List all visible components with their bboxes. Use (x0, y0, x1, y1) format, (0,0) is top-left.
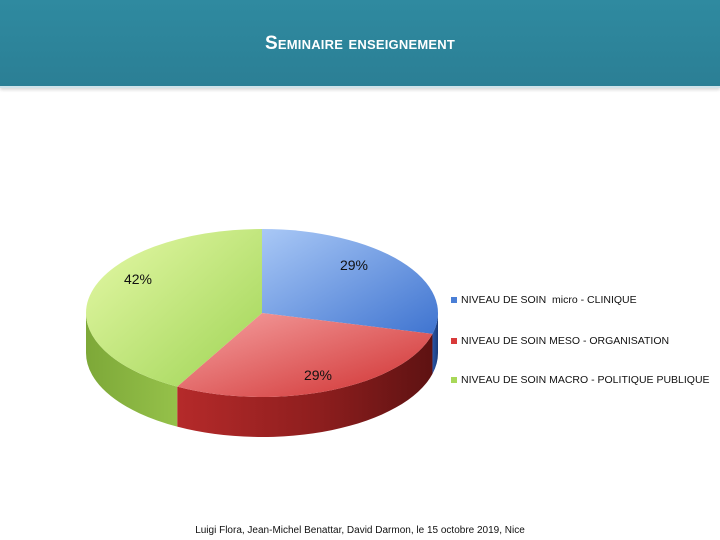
slice-meso-organisation-side (177, 333, 433, 437)
legend-label-slice-macro-politique: NIVEAU DE SOIN MACRO - POLITIQUE PUBLIQU… (461, 374, 710, 386)
slice-macro-politique-side (86, 313, 178, 427)
legend-swatch-slice-meso-organisation (451, 338, 457, 344)
legend-swatch-slice-micro-clinique (451, 297, 457, 303)
title-bar: Seminaire enseignement (0, 0, 720, 88)
slide-title: Seminaire enseignement (265, 33, 455, 54)
slice-micro-clinique-side (432, 313, 438, 374)
legend-swatch-slice-macro-politique (451, 377, 457, 383)
data-label-slice-macro-politique: 42% (124, 271, 152, 287)
slice-micro-clinique (262, 229, 438, 334)
legend-label-slice-meso-organisation: NIVEAU DE SOIN MESO - ORGANISATION (461, 335, 669, 347)
data-label-slice-meso-organisation: 29% (304, 367, 332, 383)
slice-macro-politique (85, 229, 263, 387)
footer-credits: Luigi Flora, Jean-Michel Benattar, David… (195, 525, 525, 536)
legend-label-slice-micro-clinique: NIVEAU DE SOIN micro - CLINIQUE (461, 294, 637, 306)
slice-meso-organisation (177, 313, 433, 397)
data-label-slice-micro-clinique: 29% (340, 257, 368, 273)
